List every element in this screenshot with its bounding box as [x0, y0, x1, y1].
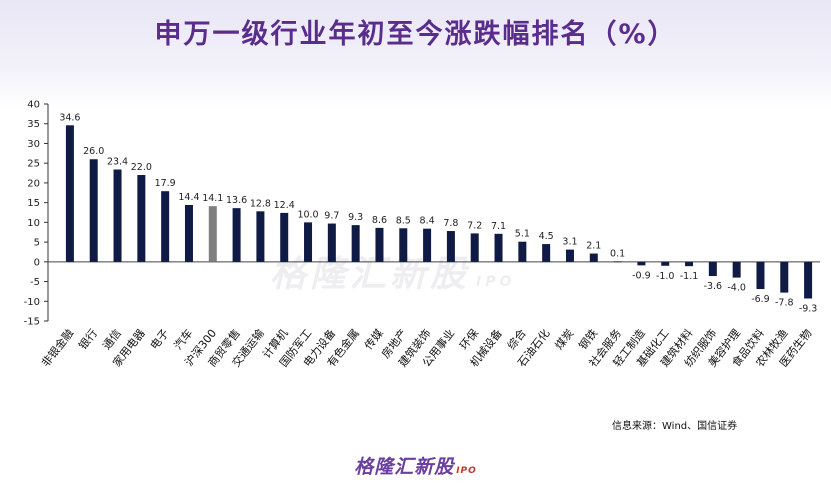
bar-3 [113, 169, 122, 262]
bar-20 [518, 241, 527, 262]
data-label: -0.9 [632, 270, 651, 281]
y-tick-label: 30 [27, 139, 40, 150]
y-tick-label: 10 [27, 218, 40, 229]
data-label: 12.4 [274, 200, 295, 211]
data-label: 8.6 [372, 215, 387, 226]
bar-12 [327, 223, 336, 262]
data-label: 12.8 [250, 198, 271, 209]
data-label: 34.6 [59, 112, 80, 123]
brand-tag: IPO [456, 466, 477, 476]
bar-13 [351, 225, 360, 262]
data-label: -3.6 [704, 281, 723, 292]
data-label: 23.4 [107, 156, 128, 167]
bar-6 [184, 205, 193, 262]
data-label: 2.1 [586, 241, 601, 252]
data-label: 0.1 [610, 248, 625, 259]
bar-9 [256, 211, 265, 262]
data-label: 8.4 [420, 216, 435, 227]
bar-23 [589, 253, 598, 262]
bar-26 [661, 261, 670, 266]
bar-14 [375, 227, 384, 262]
data-label: 3.1 [562, 237, 577, 248]
bar-32 [804, 261, 813, 299]
y-tick-label: 5 [34, 238, 40, 249]
data-label: 22.0 [131, 162, 152, 173]
x-tick-label: 非银金融 [38, 326, 76, 369]
y-tick-label: 20 [27, 178, 40, 189]
data-label: 9.7 [324, 211, 339, 222]
data-label: 13.6 [226, 195, 247, 206]
data-label: 7.8 [443, 218, 458, 229]
brand-name: 格隆汇新股 [354, 456, 455, 478]
data-label: 7.1 [491, 221, 506, 232]
bar-19 [494, 233, 503, 262]
data-label: 17.9 [155, 178, 176, 189]
data-label: 26.0 [83, 146, 104, 157]
data-label: 14.1 [202, 193, 223, 204]
chart-title: 申万一级行业年初至今涨跌幅排名（%） [154, 19, 677, 50]
bar-5 [161, 191, 170, 262]
bar-8 [232, 208, 241, 262]
y-tick-label: 35 [27, 119, 40, 130]
bar-31 [780, 261, 789, 293]
data-label: -9.3 [799, 304, 818, 315]
y-tick-label: 15 [27, 198, 40, 209]
bar-15 [399, 228, 408, 262]
data-label: -1.0 [656, 271, 675, 282]
bar-22 [565, 249, 574, 262]
source-note: 信息来源：Wind、国信证券 [612, 421, 738, 432]
watermark-tag: IPO [476, 274, 516, 290]
x-tick-label: 煤炭 [553, 327, 577, 352]
y-tick-label: 25 [27, 159, 40, 170]
y-tick-label: 0 [34, 257, 40, 268]
x-tick-label: 电子 [148, 327, 172, 352]
data-label: -7.8 [775, 298, 794, 309]
bar-18 [470, 233, 479, 262]
bar-25 [637, 261, 646, 266]
bar-11 [304, 222, 313, 262]
bar-21 [542, 244, 551, 262]
bar-1 [65, 125, 74, 262]
bar-30 [756, 261, 765, 290]
bar-17 [446, 231, 455, 262]
data-label: 7.2 [467, 220, 482, 231]
bar-24 [613, 261, 622, 263]
data-label: 4.5 [539, 231, 554, 242]
bar-27 [685, 261, 694, 267]
data-label: 5.1 [515, 229, 530, 240]
bar-10 [280, 212, 289, 262]
bar-4 [137, 175, 146, 262]
bar-7 [208, 206, 217, 262]
bar-2 [89, 159, 98, 262]
data-label: 10.0 [297, 209, 318, 220]
x-tick-label: 银行 [76, 326, 101, 352]
data-label: 14.4 [178, 192, 199, 203]
data-label: -4.0 [727, 283, 746, 294]
bar-28 [708, 261, 717, 277]
y-tick-label: -10 [24, 297, 40, 308]
brand-logo: 格隆汇新股 IPO [0, 452, 831, 479]
y-tick-label: -5 [30, 277, 40, 288]
watermark: 格隆汇新股 IPO [270, 245, 515, 297]
y-tick-label: -15 [24, 317, 40, 328]
data-label: -6.9 [751, 294, 770, 305]
watermark-text: 格隆汇新股 [270, 254, 471, 295]
data-label: 8.5 [396, 215, 411, 226]
bar-16 [423, 228, 432, 262]
bar-29 [732, 261, 741, 278]
y-tick-label: 40 [27, 100, 40, 111]
data-label: 9.3 [348, 212, 363, 223]
data-label: -1.1 [680, 271, 699, 282]
